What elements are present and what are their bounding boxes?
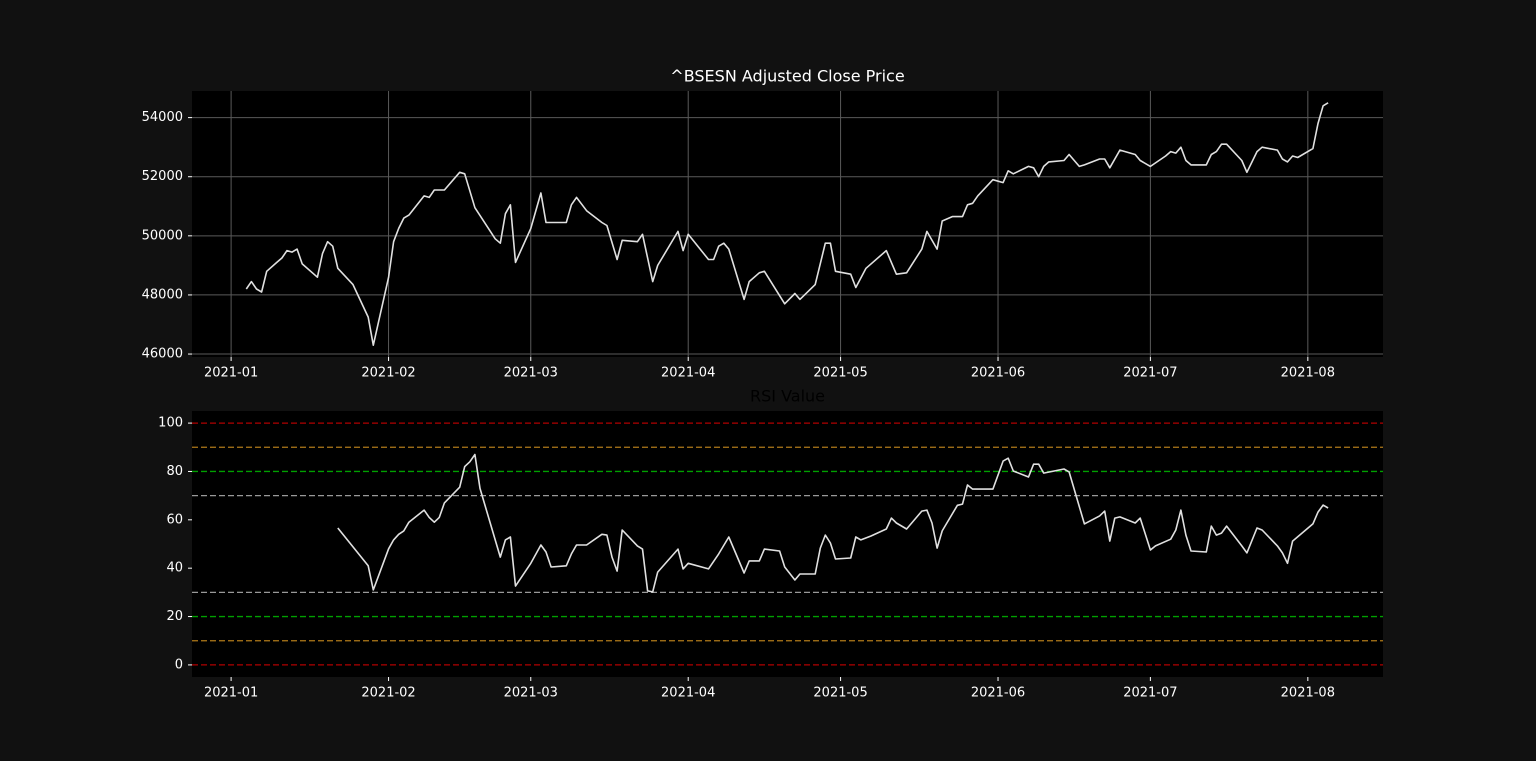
x-tick-label: 2021-04 bbox=[661, 366, 715, 381]
x-tick-label: 2021-05 bbox=[813, 686, 867, 701]
y-tick-label: 48000 bbox=[142, 287, 183, 302]
y-tick-label: 0 bbox=[175, 657, 183, 672]
x-tick-label: 2021-02 bbox=[361, 686, 415, 701]
price-line bbox=[245, 102, 1329, 346]
chart-title: RSI Value bbox=[750, 387, 825, 406]
y-tick-label: 80 bbox=[166, 464, 183, 479]
plot-area bbox=[192, 91, 1383, 357]
x-tick-label: 2021-04 bbox=[661, 686, 715, 701]
price-line bbox=[337, 453, 1329, 593]
y-tick-label: 52000 bbox=[142, 169, 183, 184]
x-tick-label: 2021-06 bbox=[971, 686, 1025, 701]
x-tick-label: 2021-02 bbox=[361, 366, 415, 381]
chart-title: ^BSESN Adjusted Close Price bbox=[670, 67, 904, 86]
y-tick-label: 20 bbox=[166, 609, 183, 624]
x-tick-label: 2021-03 bbox=[504, 686, 558, 701]
y-tick-label: 100 bbox=[158, 416, 183, 431]
y-tick-label: 60 bbox=[166, 512, 183, 527]
x-tick-label: 2021-08 bbox=[1281, 366, 1335, 381]
x-tick-label: 2021-01 bbox=[204, 686, 258, 701]
subplot: ^BSESN Adjusted Close Price 2021-01 2021-0… bbox=[142, 67, 1383, 381]
y-tick-label: 54000 bbox=[142, 110, 183, 125]
x-tick-label: 2021-06 bbox=[971, 366, 1025, 381]
y-tick-label: 40 bbox=[166, 561, 183, 576]
x-tick-label: 2021-03 bbox=[504, 366, 558, 381]
x-tick-label: 2021-01 bbox=[204, 366, 258, 381]
x-tick-label: 2021-07 bbox=[1123, 366, 1177, 381]
y-tick-label: 46000 bbox=[142, 347, 183, 362]
x-tick-label: 2021-05 bbox=[813, 366, 867, 381]
x-tick-label: 2021-08 bbox=[1281, 686, 1335, 701]
plot-area bbox=[192, 411, 1383, 677]
x-tick-label: 2021-07 bbox=[1123, 686, 1177, 701]
y-tick-label: 50000 bbox=[142, 228, 183, 243]
